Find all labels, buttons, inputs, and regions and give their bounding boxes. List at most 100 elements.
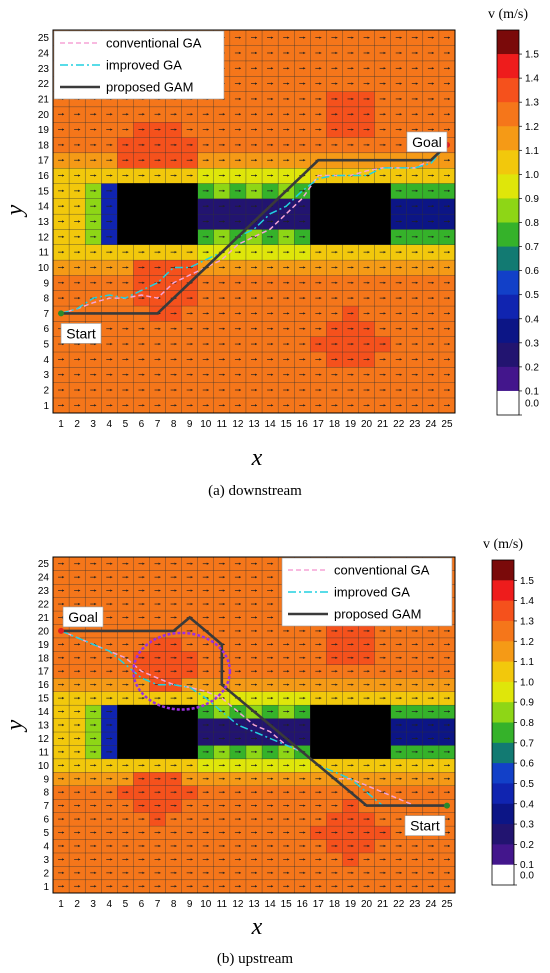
- flow-arrowhead: [142, 174, 145, 177]
- flow-arrowhead: [78, 710, 81, 713]
- flow-arrowhead: [158, 858, 161, 861]
- flow-arrowhead: [335, 296, 338, 300]
- flow-arrowhead: [62, 204, 65, 208]
- flow-arrowhead: [415, 220, 418, 223]
- colorbar-tick-label: 1.2: [525, 122, 539, 133]
- x-tick-label: 22: [393, 899, 405, 910]
- flow-arrowhead: [335, 858, 338, 861]
- flow-arrowhead: [351, 296, 354, 300]
- flow-arrowhead: [287, 312, 290, 315]
- flow-arrowhead: [174, 616, 177, 619]
- flow-arrowhead: [158, 670, 161, 673]
- flow-arrowhead: [238, 159, 241, 162]
- y-tick-label: 8: [43, 294, 49, 305]
- flow-arrowhead: [431, 266, 434, 269]
- flow-arrowhead: [142, 656, 145, 659]
- flow-arrowhead: [303, 656, 306, 659]
- flow-arrowhead: [415, 683, 418, 686]
- flow-arrowhead: [271, 373, 274, 376]
- flow-arrowhead: [142, 113, 145, 116]
- flow-arrowhead: [222, 656, 225, 659]
- flow-arrowhead: [174, 589, 177, 592]
- flow-arrowhead: [287, 220, 290, 223]
- flow-arrowhead: [174, 858, 177, 861]
- flow-arrowhead: [94, 885, 97, 888]
- flow-arrowhead: [303, 723, 306, 727]
- flow-arrowhead: [158, 113, 161, 116]
- flow-arrowhead: [110, 159, 113, 162]
- x-tick-label: 8: [171, 899, 177, 910]
- flow-arrowhead: [62, 220, 65, 223]
- flow-arrowhead: [447, 327, 450, 330]
- flow-arrowhead: [222, 113, 225, 116]
- flow-arrowhead: [78, 220, 81, 223]
- y-tick-label: 3: [43, 370, 49, 381]
- flow-arrowhead: [303, 204, 306, 208]
- flow-arrowhead: [399, 235, 402, 239]
- flow-arrowhead: [271, 388, 274, 392]
- flow-arrowhead: [222, 388, 225, 392]
- flow-arrowhead: [287, 885, 290, 888]
- flow-arrowhead: [142, 128, 145, 131]
- flow-arrowhead: [399, 342, 402, 346]
- flow-arrowhead: [255, 844, 257, 848]
- flow-arrowhead: [94, 858, 97, 861]
- flow-arrowhead: [319, 404, 322, 407]
- flow-arrowhead: [158, 575, 161, 579]
- flow-arrowhead: [415, 250, 418, 254]
- flow-arrowhead: [399, 266, 402, 269]
- highlight-circle: [132, 631, 232, 711]
- flow-arrowhead: [351, 804, 354, 807]
- colorbar-segment: [492, 702, 514, 723]
- flow-arrowhead: [158, 296, 161, 300]
- colorbar-tick-label: 1.1: [520, 657, 534, 668]
- x-tick-label: 16: [297, 899, 309, 910]
- flow-arrowhead: [415, 885, 418, 888]
- flow-arrowhead: [190, 844, 193, 848]
- flow-arrowhead: [383, 817, 386, 821]
- flow-arrowhead: [319, 817, 322, 821]
- flow-arrowhead: [142, 143, 145, 147]
- flow-arrowhead: [447, 174, 450, 177]
- flow-arrowhead: [238, 737, 241, 740]
- colorbar-segment: [497, 174, 519, 199]
- flow-arrowhead: [222, 235, 225, 239]
- flow-arrowhead: [62, 281, 65, 284]
- flow-arrowhead: [447, 97, 450, 101]
- flow-arrowhead: [399, 629, 402, 633]
- flow-arrowhead: [399, 750, 402, 754]
- colorbar-segment: [492, 620, 514, 642]
- flow-arrowhead: [222, 312, 225, 315]
- flow-arrowhead: [255, 764, 257, 767]
- flow-arrowhead: [335, 143, 338, 147]
- flow-arrowhead: [238, 764, 241, 767]
- flow-arrowhead: [238, 220, 241, 223]
- colorbar-title: v (m/s): [488, 7, 528, 22]
- y-tick-label: 5: [43, 828, 49, 839]
- flow-arrowhead: [142, 817, 145, 821]
- flow-arrowhead: [351, 327, 354, 330]
- x-tick-label: 2: [74, 899, 80, 910]
- flow-arrowhead: [142, 388, 145, 392]
- y-tick-labels: 1234567891011121314151617181920212223242…: [38, 33, 50, 412]
- y-tick-label: 21: [38, 94, 50, 105]
- flow-arrowhead: [431, 67, 434, 70]
- flow-arrowhead: [78, 885, 81, 888]
- flow-arrowhead: [367, 174, 370, 177]
- flow-arrowhead: [255, 871, 257, 875]
- colorbar-segment: [492, 824, 514, 845]
- flow-arrowhead: [190, 831, 193, 834]
- flow-arrowhead: [399, 643, 402, 646]
- y-tick-label: 15: [38, 186, 50, 197]
- y-tick-label: 10: [38, 263, 50, 274]
- flow-arrowhead: [287, 777, 290, 780]
- flow-arrowhead: [78, 750, 81, 754]
- flow-arrowhead: [287, 858, 290, 861]
- y-tick-label: 24: [38, 48, 50, 59]
- flow-arrowhead: [206, 710, 209, 713]
- colorbar-tick-label: 1.5: [525, 50, 539, 61]
- flow-arrowhead: [206, 562, 209, 565]
- flow-arrowhead: [206, 616, 209, 619]
- flow-arrowhead: [158, 358, 161, 361]
- flow-arrowhead: [367, 656, 370, 659]
